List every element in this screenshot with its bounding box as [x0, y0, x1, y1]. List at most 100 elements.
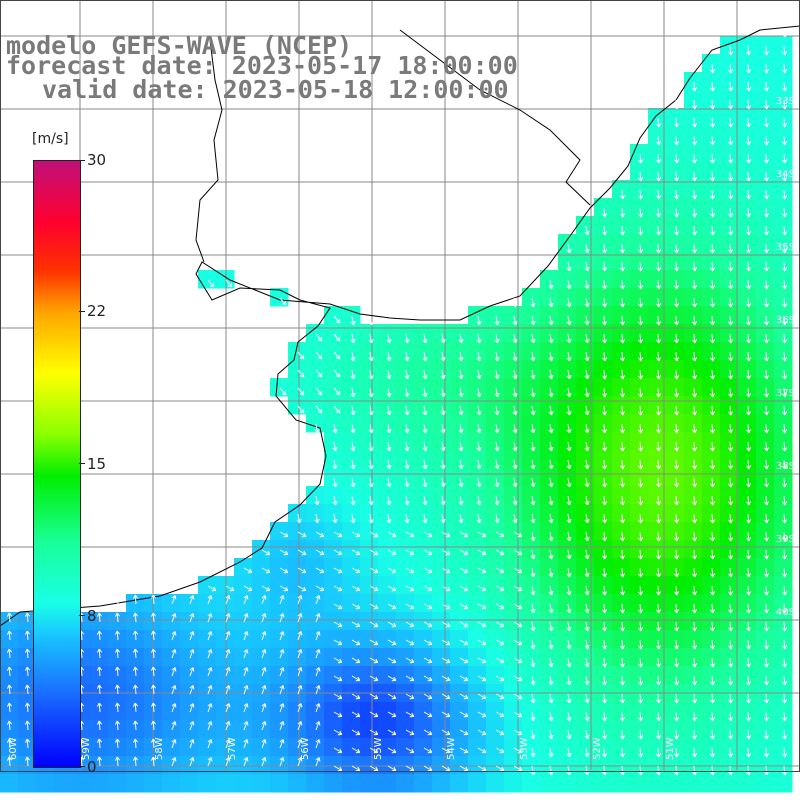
wind-speed-cell — [702, 216, 721, 235]
wind-speed-cell — [774, 738, 793, 757]
wind-arrow — [764, 387, 770, 398]
wind-speed-cell — [540, 576, 559, 595]
wind-arrows — [6, 27, 788, 776]
wind-arrow — [350, 405, 356, 416]
wind-speed-cell — [18, 648, 37, 667]
wind-speed-cell — [684, 90, 703, 109]
wind-arrow — [620, 261, 626, 272]
wind-speed-cell — [630, 252, 649, 271]
wind-arrow — [674, 225, 680, 236]
wind-speed-cell — [684, 432, 703, 451]
wind-speed-cell — [468, 774, 487, 793]
wind-arrow — [620, 207, 626, 218]
wind-speed-cell — [774, 342, 793, 361]
wind-speed-cell — [774, 486, 793, 505]
wind-speed-cell — [558, 558, 577, 577]
wind-arrow — [692, 261, 698, 272]
colorbar-tickmark — [79, 311, 85, 312]
wind-arrow — [764, 297, 770, 308]
wind-speed-cell — [468, 630, 487, 649]
wind-speed-cell — [648, 720, 667, 739]
wind-speed-cell — [666, 360, 685, 379]
wind-speed-cell — [774, 126, 793, 145]
wind-speed-cell — [576, 342, 595, 361]
wind-speed-cell — [234, 576, 253, 595]
wind-speed-cell — [738, 540, 757, 559]
wind-arrow — [422, 369, 428, 380]
wind-speed-cell — [612, 216, 631, 235]
wind-speed-cell — [396, 432, 415, 451]
wind-speed-cell — [756, 252, 775, 271]
wind-speed-cell — [738, 252, 757, 271]
wind-speed-cell — [540, 486, 559, 505]
wind-arrow — [710, 135, 716, 146]
wind-speed-cell — [432, 666, 451, 685]
wind-arrow — [584, 315, 590, 326]
wind-speed-cell — [594, 432, 613, 451]
border-path — [399, 29, 591, 206]
wind-speed-cell — [486, 594, 505, 613]
wind-arrow — [620, 405, 626, 416]
wind-arrow — [440, 351, 446, 362]
wind-arrow — [674, 333, 680, 344]
wind-speed-cell — [666, 234, 685, 253]
wind-speed-cell — [342, 756, 361, 775]
wind-speed-cell — [684, 342, 703, 361]
wind-arrow — [746, 63, 752, 74]
wind-speed-cell — [558, 702, 577, 721]
wind-speed-cell — [378, 378, 397, 397]
wind-speed-cell — [720, 576, 739, 595]
wind-speed-cell — [774, 288, 793, 307]
wind-speed-cell — [774, 522, 793, 541]
wind-speed-cell — [432, 414, 451, 433]
wind-speed-cell — [630, 378, 649, 397]
wind-arrow — [512, 297, 518, 308]
wind-speed-cell — [540, 738, 559, 757]
wind-arrow — [368, 333, 374, 344]
wind-speed-cell — [432, 702, 451, 721]
wind-arrow — [297, 351, 305, 360]
wind-speed-cell — [702, 414, 721, 433]
wind-speed-cell — [0, 630, 19, 649]
wind-speed-cell — [612, 180, 631, 199]
wind-arrow — [602, 369, 608, 380]
wind-speed-cell — [756, 432, 775, 451]
wind-speed-cell — [702, 306, 721, 325]
wind-speed-cell — [378, 576, 397, 595]
wind-speed-cell — [396, 540, 415, 559]
wind-speed-cell — [594, 630, 613, 649]
wind-arrow — [548, 351, 554, 362]
wind-arrow — [728, 243, 734, 254]
wind-speed-cell — [396, 774, 415, 793]
colorbar-tickmark — [79, 160, 85, 161]
wind-speed-cell — [486, 432, 505, 451]
wind-speed-cell — [306, 558, 325, 577]
wind-speed-cell — [630, 576, 649, 595]
wind-arrow — [728, 315, 734, 326]
wind-speed-cell — [522, 342, 541, 361]
wind-speed-cell — [558, 594, 577, 613]
wind-arrow — [566, 333, 572, 344]
wind-speed-cell — [576, 756, 595, 775]
wind-arrow — [494, 351, 500, 362]
wind-speed-cell — [414, 450, 433, 469]
wind-speed-cell — [324, 504, 343, 523]
colorbar — [33, 160, 81, 768]
wind-speed-cell — [396, 702, 415, 721]
wind-speed-cell — [486, 450, 505, 469]
wind-arrow — [728, 135, 734, 146]
wind-speed-cell — [342, 306, 361, 325]
wind-speed-cell — [738, 324, 757, 343]
wind-speed-cell — [342, 324, 361, 343]
wind-arrow — [782, 189, 788, 200]
wind-speed-cell — [414, 378, 433, 397]
wind-speed-cell — [738, 162, 757, 181]
wind-arrow — [782, 333, 788, 344]
wind-speed-cell — [450, 756, 469, 775]
wind-arrow — [476, 405, 482, 416]
wind-arrow — [584, 369, 590, 380]
wind-speed-cell — [576, 630, 595, 649]
wind-speed-cell — [630, 774, 649, 793]
wind-arrow — [656, 117, 662, 128]
wind-speed-cell — [666, 702, 685, 721]
